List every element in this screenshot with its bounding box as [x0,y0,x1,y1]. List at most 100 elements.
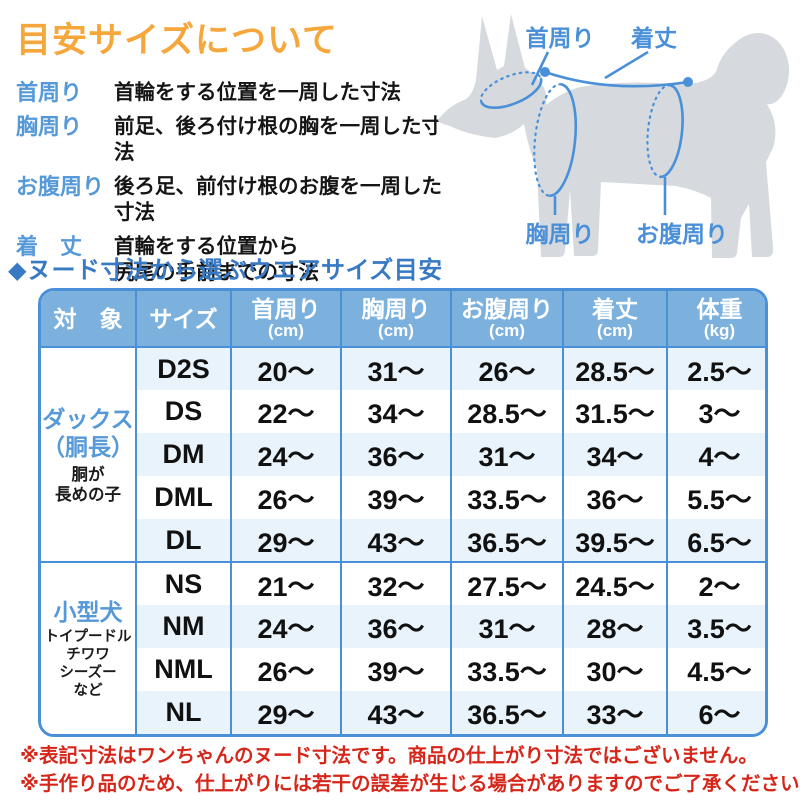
value-cell: 27.5～ [450,561,563,605]
size-cell: NM [135,605,231,648]
value-cell: 31～ [450,433,563,476]
page-title: 目安サイズについて [16,21,338,60]
value-cell: 26～ [450,347,563,390]
chest-girth-label: 胸周り [526,221,595,247]
value-cell: 36.5～ [450,691,563,734]
target-main-label: 小型犬 [53,598,123,625]
value-cell: 33～ [562,691,667,734]
value-cell: 43～ [340,691,451,734]
value-cell: 32～ [340,561,451,605]
value-cell: 26～ [230,648,341,691]
value-cell: 33.5～ [450,648,563,691]
header-belly: お腹周り (cm) [450,291,563,348]
definition-row: 胸周り 前足、後ろ付け根の胸を一周した寸法 [16,114,452,166]
value-cell: 5.5～ [666,476,765,519]
value-cell: 29～ [230,519,341,562]
value-cell: 26～ [230,476,341,519]
size-cell: NL [135,691,231,734]
value-cell: 2～ [666,561,765,605]
chest-ring [533,83,578,197]
target-main-label: ダックス （胴長） [42,405,134,460]
target-sub-label: 胴が 長めの子 [55,465,121,504]
value-cell: 36～ [340,605,451,648]
size-cell: DS [135,390,231,433]
definition-label: お腹周り [16,174,105,199]
value-cell: 3.5～ [666,605,765,648]
value-cell: 2.5～ [666,347,765,390]
table-row: 小型犬 トイプードル チワワ シーズー など NS 21～ 32～ 27.5～ 24.5～ 2… [41,561,765,734]
definition-text: 首輪をする位置を一周した寸法 [114,81,401,104]
value-cell: 33.5～ [450,476,563,519]
length-pointer-line [604,50,649,80]
size-cell: NML [135,648,231,691]
value-cell: 34～ [562,433,667,476]
value-cell: 31～ [340,347,451,390]
neck-pointer-line [530,51,550,86]
definition-text: 後ろ足、前付け根のお腹を一周した寸法 [114,175,442,224]
value-cell: 3～ [666,390,765,433]
value-cell: 36.5～ [450,519,563,562]
table-row: DL 29～ 43～ 36.5～ 39.5～ 6.5～ [41,519,765,562]
value-cell: 28～ [562,605,667,648]
table-row: ダックス （胴長） 胴が 長めの子 D2S 20～ 31～ 26～ 28.5～ 2.5～ [41,347,765,562]
belly-girth-label: お腹周り [636,221,728,247]
value-cell: 30～ [562,648,667,691]
value-cell: 28.5～ [450,390,563,433]
value-cell: 6～ [666,691,765,734]
belly-ring [646,83,684,179]
back-length-line [540,67,693,88]
dog-measurement-diagram: 首周り 着丈 胸周り お腹周り [420,2,798,270]
definition-row: 着 丈 首輪をする位置から 尻尾の手前までの寸法 [16,234,452,286]
table-row: DM 24～ 36～ 31～ 34～ 4～ [41,433,765,476]
header-size: サイズ [135,291,231,348]
value-cell: 24.5～ [562,561,667,605]
table-row: NM 24～ 36～ 31～ 28～ 3.5～ [41,605,765,648]
value-cell: 6.5～ [666,519,765,562]
header-target: 対 象 [41,291,136,348]
neck-girth-label: 首周り [526,25,595,51]
size-cell: DML [135,476,231,519]
table-row: NL 29～ 43～ 36.5～ 33～ 6～ [41,691,765,734]
value-cell: 28.5～ [562,347,667,390]
table-row: DML 26～ 39～ 33.5～ 36～ 5.5～ [41,476,765,519]
value-cell: 4.5～ [666,648,765,691]
header-length: 着丈 (cm) [562,291,667,348]
value-cell: 36～ [562,476,667,519]
dog-silhouette [438,14,790,258]
definition-text: 前足、後ろ付け根の胸を一周した寸法 [114,115,442,164]
definition-label: 胸周り [16,114,83,139]
footer-notes: ※表記寸法はワンちゃんのヌード寸法です。商品の仕上がり寸法ではございません。 ※… [20,742,800,798]
value-cell: 24～ [230,605,341,648]
note-line: ※表記寸法はワンちゃんのヌード寸法です。商品の仕上がり寸法ではございません。 [20,745,758,767]
value-cell: 43～ [340,519,451,562]
value-cell: 31.5～ [562,390,667,433]
back-length-label: 着丈 [631,25,677,51]
table-header-row: 対 象 サイズ 首周り (cm) 胸周り (cm) お腹周り (cm) 着丈 (cm) … [41,291,765,348]
value-cell: 39～ [340,648,451,691]
value-cell: 21～ [230,561,341,605]
section-title: ◆ヌード寸法から選ぶウエアサイズ目安 [8,257,443,284]
value-cell: 29～ [230,691,341,734]
table-row: DS 22～ 34～ 28.5～ 31.5～ 3～ [41,390,765,433]
header-neck: 首周り (cm) [230,291,341,348]
value-cell: 36～ [340,433,451,476]
note-line: ※手作り品のため、仕上がりには若干の誤差が生じる場合がありますのでご了承ください… [20,773,800,795]
value-cell: 22～ [230,390,341,433]
value-cell: 34～ [340,390,451,433]
size-table-body: ダックス （胴長） 胴が 長めの子 D2S 20～ 31～ 26～ 28.5～ 2.5～ DS 2… [41,347,765,734]
target-cell: ダックス （胴長） 胴が 長めの子 [41,347,136,562]
value-cell: 31～ [450,605,563,648]
value-cell: 24～ [230,433,341,476]
target-cell: 小型犬 トイプードル チワワ シーズー など [41,561,136,734]
value-cell: 39.5～ [562,519,667,562]
size-table-container: 対 象 サイズ 首周り (cm) 胸周り (cm) お腹周り (cm) 着丈 (cm) … [38,288,768,737]
measurement-definitions: 首周り 首輪をする位置を一周した寸法 胸周り 前足、後ろ付け根の胸を一周した寸法… [16,80,452,294]
definition-text: 首輪をする位置から 尻尾の手前までの寸法 [114,235,319,284]
size-cell: DL [135,519,231,562]
definition-row: お腹周り 後ろ足、前付け根のお腹を一周した寸法 [16,174,452,226]
header-weight: 体重 (kg) [666,291,765,348]
size-table: 対 象 サイズ 首周り (cm) 胸周り (cm) お腹周り (cm) 着丈 (cm) … [41,291,765,734]
dog-diagram-svg: 首周り 着丈 胸周り お腹周り [438,14,790,258]
definition-row: 首周り 首輪をする位置を一周した寸法 [16,80,452,106]
size-cell: DM [135,433,231,476]
